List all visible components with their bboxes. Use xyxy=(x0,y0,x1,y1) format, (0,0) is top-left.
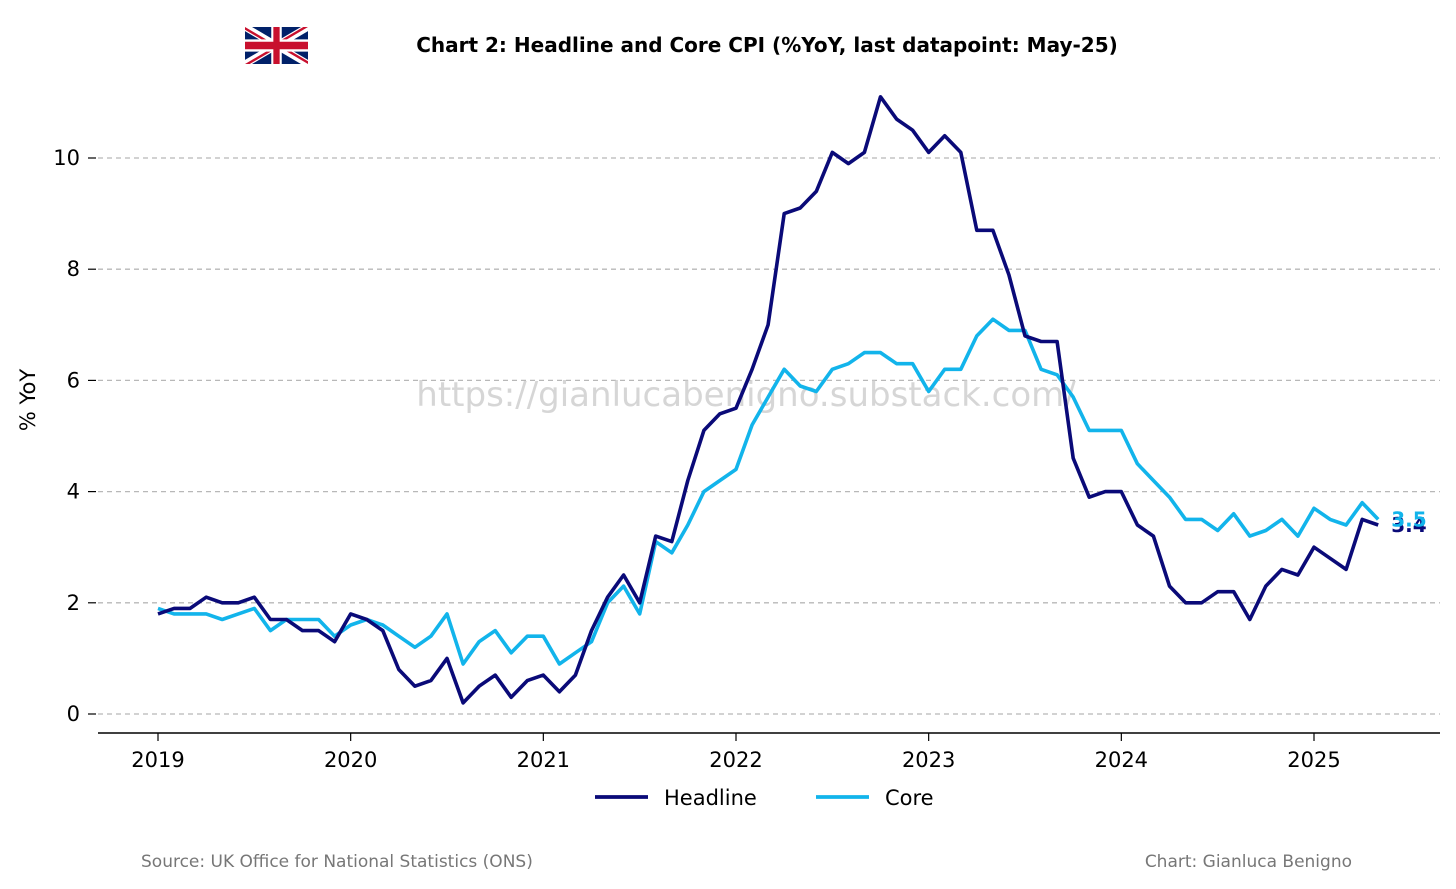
x-tick-label: 2022 xyxy=(709,748,762,772)
y-tick-label: 0 xyxy=(67,702,80,726)
series-lines xyxy=(157,95,1380,705)
end-label-core: 3.5 xyxy=(1391,507,1426,531)
y-tick-label: 4 xyxy=(67,480,80,504)
end-labels: 3.43.5 xyxy=(1391,507,1426,537)
y-axis-ticks: 0 2 4 6 8 10 xyxy=(53,146,96,726)
x-tick-label: 2025 xyxy=(1287,748,1340,772)
end-label-headline: 3.4 xyxy=(1391,513,1426,537)
legend: Headline Core xyxy=(595,786,934,810)
y-tick-label: 2 xyxy=(67,591,80,615)
series-line-headline xyxy=(157,95,1379,705)
x-axis: 2019 2020 2021 2022 2023 2024 2025 xyxy=(98,732,1440,772)
y-tick-label: 10 xyxy=(53,146,80,170)
y-tick-label: 6 xyxy=(67,368,80,392)
legend-label-headline: Headline xyxy=(664,786,757,810)
chart-title: Chart 2: Headline and Core CPI (%YoY, la… xyxy=(416,33,1118,57)
x-tick-label: 2024 xyxy=(1095,748,1148,772)
x-tick-label: 2019 xyxy=(131,748,184,772)
x-tick-label: 2023 xyxy=(902,748,955,772)
series-line-core xyxy=(157,317,1380,666)
x-tick-label: 2020 xyxy=(324,748,377,772)
chart-credit: Chart: Gianluca Benigno xyxy=(1145,852,1352,872)
source-note: Source: UK Office for National Statistic… xyxy=(141,852,533,872)
legend-label-core: Core xyxy=(885,786,934,810)
x-tick-label: 2021 xyxy=(517,748,570,772)
y-tick-label: 8 xyxy=(67,257,80,281)
grid-lines xyxy=(98,157,1440,715)
uk-flag-icon xyxy=(245,27,308,64)
y-axis-label: % YoY xyxy=(16,369,40,432)
